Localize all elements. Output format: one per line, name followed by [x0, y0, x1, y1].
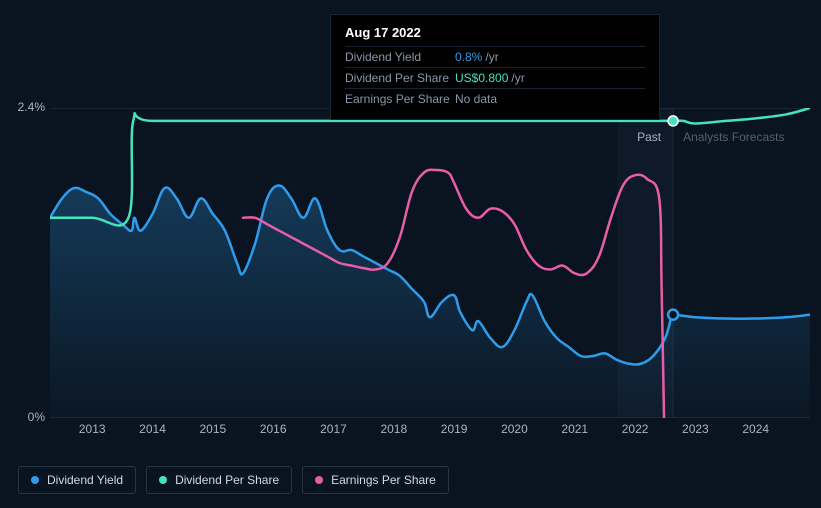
legend-label: Dividend Yield: [47, 473, 123, 487]
tooltip-row: Earnings Per ShareNo data: [345, 88, 645, 109]
tooltip-value: US$0.800: [455, 71, 508, 85]
x-axis-label: 2021: [561, 422, 588, 436]
x-axis-label: 2016: [260, 422, 287, 436]
x-axis-label: 2017: [320, 422, 347, 436]
tooltip-row: Dividend Per ShareUS$0.800/yr: [345, 67, 645, 88]
legend-item[interactable]: Dividend Per Share: [146, 466, 292, 494]
y-axis-label: 2.4%: [18, 100, 45, 114]
x-axis: 2013 2014 2015 2016 2017 2018 2019 2020 2021 2022…: [50, 422, 810, 442]
tooltip-title: Aug 17 2022: [345, 25, 645, 40]
y-axis-label: 0%: [28, 410, 45, 424]
tooltip-row: Dividend Yield0.8%/yr: [345, 46, 645, 67]
x-axis-label: 2015: [199, 422, 226, 436]
tooltip-value: No data: [455, 92, 497, 106]
x-axis-label: 2019: [441, 422, 468, 436]
tooltip-value: 0.8%: [455, 50, 482, 64]
dividend-chart: Aug 17 2022Dividend Yield0.8%/yrDividend…: [0, 0, 821, 508]
legend-dot-icon: [31, 476, 39, 484]
chart-plot[interactable]: [50, 108, 810, 418]
x-axis-label: 2020: [501, 422, 528, 436]
tooltip-label: Earnings Per Share: [345, 92, 455, 106]
x-axis-label: 2023: [682, 422, 709, 436]
legend-label: Earnings Per Share: [331, 473, 436, 487]
legend-dot-icon: [159, 476, 167, 484]
past-label: Past: [637, 130, 661, 144]
x-axis-label: 2022: [622, 422, 649, 436]
tooltip-label: Dividend Per Share: [345, 71, 455, 85]
chart-legend: Dividend Yield Dividend Per Share Earnings…: [18, 466, 449, 494]
legend-label: Dividend Per Share: [175, 473, 279, 487]
legend-item[interactable]: Dividend Yield: [18, 466, 136, 494]
chart-tooltip: Aug 17 2022Dividend Yield0.8%/yrDividend…: [330, 14, 660, 120]
tooltip-label: Dividend Yield: [345, 50, 455, 64]
x-axis-label: 2013: [79, 422, 106, 436]
tooltip-unit: /yr: [511, 71, 524, 85]
legend-dot-icon: [315, 476, 323, 484]
x-axis-label: 2014: [139, 422, 166, 436]
x-axis-label: 2018: [380, 422, 407, 436]
legend-item[interactable]: Earnings Per Share: [302, 466, 449, 494]
tooltip-unit: /yr: [485, 50, 498, 64]
forecast-label: Analysts Forecasts: [683, 130, 784, 144]
x-axis-label: 2024: [742, 422, 769, 436]
